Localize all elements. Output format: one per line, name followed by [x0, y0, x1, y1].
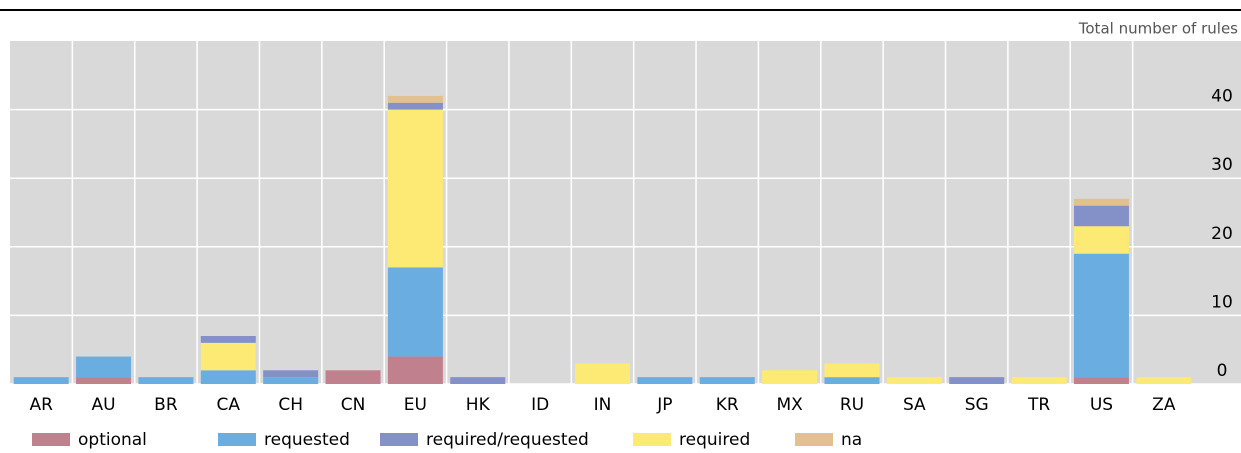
bar-segment — [76, 356, 132, 378]
x-tick-label: CA — [217, 395, 241, 415]
bar-segment — [263, 370, 319, 378]
bar-segment — [824, 377, 880, 384]
y-tick-label: 0 — [1217, 361, 1228, 381]
x-tick-label: US — [1090, 395, 1113, 415]
bar-segment — [1073, 226, 1129, 254]
legend-label: optional — [78, 430, 147, 449]
bar-segment — [1073, 198, 1129, 206]
legend-label: required — [679, 430, 750, 449]
legend-label: na — [841, 430, 862, 449]
bar-segment — [13, 377, 69, 384]
bar-segment — [387, 102, 443, 110]
y-tick-label: 30 — [1211, 155, 1233, 175]
legend-swatch — [32, 433, 70, 446]
legend-swatch — [633, 433, 671, 446]
bar-segment — [886, 377, 942, 384]
bar-segment — [1073, 205, 1129, 227]
legend-label: required/requested — [426, 430, 589, 449]
bar-segment — [1073, 377, 1129, 384]
x-tick-label: SA — [903, 395, 926, 415]
x-tick-label: AU — [92, 395, 116, 415]
x-tick-label: RU — [840, 395, 864, 415]
bar-segment — [575, 363, 630, 384]
legend-label: requested — [264, 430, 350, 449]
bar-segment — [138, 377, 194, 384]
bar-segment — [450, 377, 506, 384]
y-tick-label: 10 — [1211, 292, 1233, 312]
bar-segment — [1136, 377, 1192, 384]
x-tick-label: ZA — [1152, 395, 1176, 415]
bar-segment — [387, 95, 443, 103]
bar-segment — [1073, 253, 1129, 378]
bar-segment — [949, 377, 1005, 384]
x-tick-label: MX — [776, 395, 803, 415]
legend-swatch — [795, 433, 833, 446]
x-tick-label: HK — [466, 395, 491, 415]
legend-swatch — [380, 433, 418, 446]
bar-segment — [387, 109, 443, 268]
bar-segment — [325, 370, 381, 384]
plot-area — [10, 41, 1241, 384]
bar-segment — [699, 377, 755, 384]
bar-segment — [200, 342, 256, 371]
bar-segment — [387, 356, 443, 384]
bar-segment — [387, 267, 443, 357]
x-tick-label: BR — [154, 395, 178, 415]
bar-segment — [762, 370, 818, 384]
x-tick-label: AR — [29, 395, 53, 415]
bar-segment — [200, 335, 256, 343]
bar-segment — [637, 377, 693, 384]
legend-swatch — [218, 433, 256, 446]
x-tick-label: CN — [341, 395, 366, 415]
bar-segment — [824, 363, 880, 378]
y-tick-label: 20 — [1211, 224, 1233, 244]
x-tick-label: JP — [656, 395, 672, 415]
x-tick-label: EU — [404, 395, 427, 415]
bar-segment — [263, 377, 319, 384]
bar-segment — [76, 377, 132, 384]
y-tick-label: 40 — [1211, 87, 1233, 107]
x-tick-label: CH — [278, 395, 303, 415]
x-tick-label: IN — [594, 395, 612, 415]
y-axis-title: Total number of rules — [1078, 20, 1238, 38]
x-tick-label: ID — [531, 395, 549, 415]
bar-segment — [1011, 377, 1067, 384]
x-tick-label: KR — [716, 395, 739, 415]
bar-segment — [200, 370, 256, 384]
x-tick-label: TR — [1027, 395, 1050, 415]
x-tick-label: SG — [965, 395, 989, 415]
